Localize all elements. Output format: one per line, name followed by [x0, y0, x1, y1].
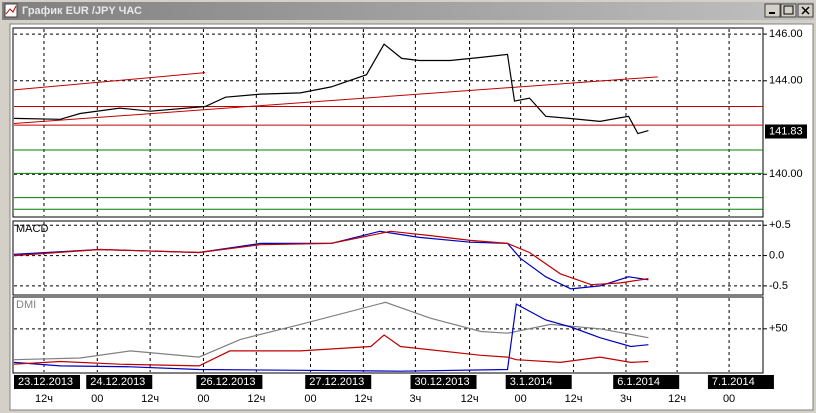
trend-line [13, 72, 206, 91]
hour-tick-label: 12ч [141, 393, 159, 405]
x-tick-label: 6.1.2014 [617, 376, 660, 388]
y-tick-label: 144.00 [769, 75, 803, 87]
x-tick-label: 24.12.2013 [90, 376, 145, 388]
panel-frame [12, 220, 764, 296]
hour-tick-label: 3ч [409, 393, 421, 405]
date-box [196, 375, 263, 389]
date-box [707, 375, 774, 389]
hour-tick-label: 00 [91, 393, 103, 405]
panel-title: DMI [16, 299, 36, 311]
y-tick-label: +50 [769, 323, 788, 335]
hour-tick-label: 00 [723, 393, 735, 405]
hour-tick-label: 3ч [620, 393, 632, 405]
hour-tick-label: 12ч [354, 393, 372, 405]
panel-title: MACD [16, 223, 48, 235]
hour-tick-label: 12ч [35, 393, 53, 405]
hour-tick-label: 00 [197, 393, 209, 405]
hour-tick-label: 00 [515, 393, 527, 405]
maximize-glyph [783, 5, 794, 15]
minimize-button[interactable] [764, 3, 781, 18]
x-tick-label: 23.12.2013 [18, 376, 73, 388]
last-price-label: 141.83 [769, 125, 803, 137]
hour-tick-label: 12ч [461, 393, 479, 405]
hour-tick-label: 12ч [247, 393, 265, 405]
x-tick-label: 7.1.2014 [712, 376, 755, 388]
window-icon-glyph [5, 5, 17, 15]
hour-tick-label: 12ч [668, 393, 686, 405]
date-box [613, 375, 680, 389]
y-tick-label: 146.00 [769, 28, 803, 40]
x-tick-label: 27.12.2013 [309, 376, 364, 388]
hour-tick-label: 12ч [565, 393, 583, 405]
date-box [410, 375, 477, 389]
y-tick-label: 0.0 [769, 249, 784, 261]
panel-frame [12, 296, 764, 374]
title-bar [2, 2, 814, 20]
window-title: График EUR /JPY ЧАС [22, 5, 142, 17]
last-price-box [765, 124, 807, 139]
panel-frame [12, 27, 764, 218]
y-tick-label: 140.00 [769, 168, 803, 180]
x-tick-label: 30.12.2013 [415, 376, 470, 388]
y-tick-label: -0.5 [769, 280, 788, 292]
series-line [13, 303, 649, 372]
hour-tick-label: 00 [304, 393, 316, 405]
x-tick-label: 3.1.2014 [510, 376, 553, 388]
close-glyph [801, 6, 810, 15]
series-line [13, 301, 649, 361]
date-box [505, 375, 572, 389]
date-box [86, 375, 153, 389]
series-line [13, 334, 649, 367]
y-tick-label: +0.5 [769, 219, 791, 231]
window-buttons[interactable] [764, 3, 814, 18]
x-tick-label: 26.12.2013 [200, 376, 255, 388]
trend-line [13, 76, 658, 125]
date-box [14, 375, 80, 389]
series-line [13, 230, 649, 286]
date-box [305, 375, 372, 389]
series-line [13, 43, 649, 135]
